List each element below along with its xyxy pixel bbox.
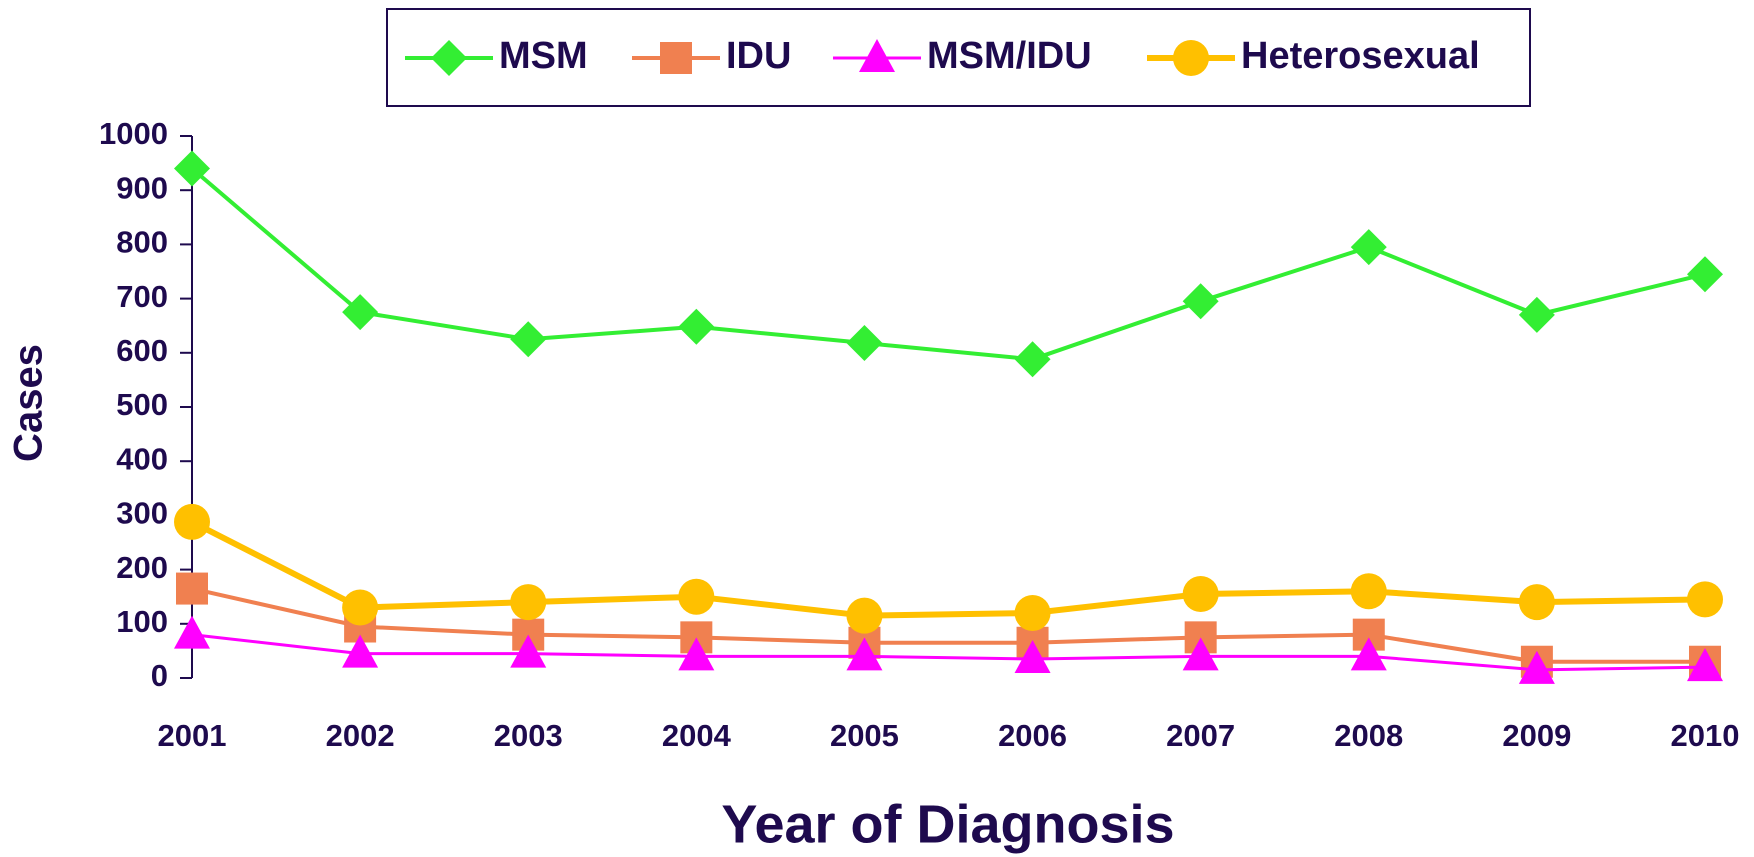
- legend-label: MSM: [499, 35, 588, 77]
- y-tick-label: 200: [116, 550, 168, 585]
- marker: [859, 39, 895, 72]
- marker: [1687, 581, 1723, 618]
- series-line: [191, 586, 1705, 664]
- marker: [1687, 648, 1723, 682]
- marker: [342, 294, 379, 331]
- y-tick-label: 800: [116, 225, 168, 260]
- marker: [510, 321, 547, 358]
- marker: [1518, 296, 1555, 333]
- y-axis-title: Cases: [7, 344, 51, 462]
- x-tick-label: 2008: [1334, 718, 1403, 753]
- marker: [342, 634, 379, 668]
- marker: [846, 597, 883, 634]
- y-tick-label: 400: [116, 441, 168, 476]
- x-tick-label: 2007: [1166, 718, 1235, 753]
- legend-label: MSM/IDU: [927, 35, 1092, 77]
- series-line: [191, 633, 1706, 672]
- y-tick-label: 300: [116, 496, 168, 531]
- marker: [1173, 40, 1209, 76]
- marker: [342, 589, 379, 626]
- legend-box: [386, 8, 1531, 107]
- marker: [1014, 341, 1051, 378]
- marker: [678, 308, 715, 345]
- marker: [1014, 640, 1051, 674]
- x-tick-label: 2005: [830, 718, 899, 753]
- marker: [1518, 584, 1555, 621]
- marker: [510, 584, 547, 621]
- marker: [1350, 637, 1387, 671]
- legend-label: IDU: [726, 35, 791, 77]
- marker: [1182, 575, 1219, 612]
- y-tick-label: 0: [151, 658, 168, 693]
- marker: [660, 42, 692, 74]
- x-tick-label: 2006: [998, 718, 1067, 753]
- marker: [1182, 283, 1219, 320]
- marker: [174, 615, 210, 649]
- y-tick-label: 900: [116, 170, 168, 205]
- x-tick-label: 2010: [1671, 718, 1740, 753]
- marker: [678, 578, 715, 615]
- marker: [1687, 256, 1723, 293]
- marker: [1350, 573, 1387, 610]
- x-tick-label: 2003: [494, 718, 563, 753]
- marker: [1014, 594, 1051, 631]
- marker: [174, 503, 210, 540]
- series-line: [190, 166, 1706, 362]
- y-tick-label: 600: [116, 333, 168, 368]
- x-axis-title: Year of Diagnosis: [721, 794, 1174, 854]
- marker: [176, 572, 208, 605]
- marker: [174, 150, 210, 187]
- marker: [1518, 650, 1555, 684]
- marker: [846, 325, 883, 362]
- y-tick-label: 500: [116, 387, 168, 422]
- y-tick-label: 100: [116, 604, 168, 639]
- marker: [846, 637, 883, 671]
- x-tick-label: 2001: [158, 718, 227, 753]
- marker: [510, 634, 547, 668]
- marker: [1182, 637, 1219, 671]
- y-tick-label: 1000: [99, 116, 168, 151]
- marker: [431, 40, 467, 76]
- series-line: [190, 519, 1706, 619]
- x-tick-label: 2004: [662, 718, 732, 753]
- x-tick-label: 2002: [326, 718, 395, 753]
- marker: [1350, 229, 1387, 266]
- y-tick-label: 700: [116, 279, 168, 314]
- marker: [678, 637, 715, 671]
- legend-label: Heterosexual: [1241, 35, 1480, 77]
- x-tick-label: 2009: [1502, 718, 1571, 753]
